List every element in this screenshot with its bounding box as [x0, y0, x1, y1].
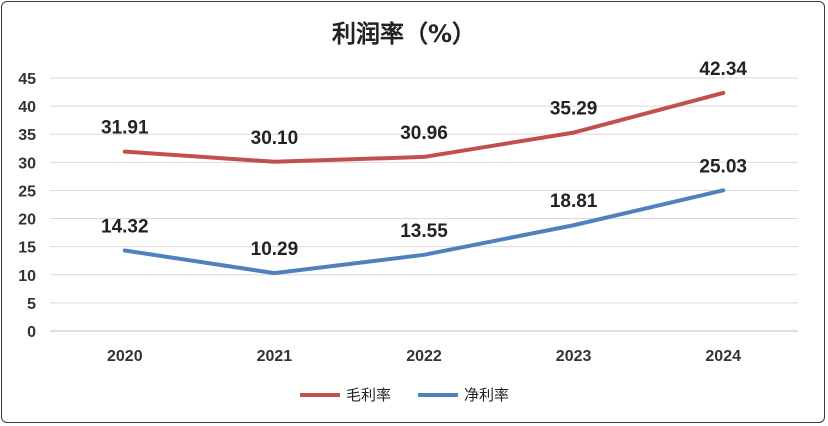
- x-axis-ticks: 2020 2021 2022 2023 2024: [107, 348, 741, 365]
- data-label: 13.55: [400, 221, 448, 242]
- chart-title: 利润率（%）: [332, 20, 476, 48]
- x-tick-label: 2022: [406, 348, 442, 365]
- data-label: 18.81: [550, 191, 598, 212]
- y-tick-label: 45: [18, 71, 36, 88]
- y-tick-label: 0: [27, 324, 36, 341]
- gridlines: [50, 77, 798, 332]
- y-tick-label: 10: [18, 268, 36, 285]
- y-tick-label: 35: [18, 127, 36, 144]
- legend-label: 净利率: [464, 386, 509, 404]
- legend-label: 毛利率: [346, 386, 391, 404]
- x-tick-label: 2020: [107, 348, 143, 365]
- y-tick-label: 15: [18, 240, 36, 257]
- y-tick-label: 20: [18, 212, 36, 229]
- data-label: 30.96: [400, 123, 448, 144]
- data-label: 10.29: [251, 239, 299, 260]
- series-lines: [122, 90, 726, 276]
- y-tick-label: 30: [18, 155, 36, 172]
- y-tick-label: 25: [18, 183, 36, 200]
- data-label: 35.29: [550, 99, 598, 120]
- data-label: 31.91: [101, 118, 149, 139]
- data-label: 14.32: [101, 216, 149, 237]
- x-tick-label: 2024: [705, 348, 741, 365]
- y-tick-label: 40: [18, 99, 36, 116]
- data-label: 25.03: [699, 156, 747, 177]
- data-label: 30.10: [251, 128, 299, 149]
- data-labels: 31.91 30.10 30.96 35.29 42.34 14.32 10.29 13.55…: [101, 59, 747, 260]
- x-tick-label: 2023: [556, 348, 592, 365]
- x-tick-label: 2021: [257, 348, 293, 365]
- data-label: 42.34: [699, 59, 747, 80]
- legend: 毛利率 净利率: [300, 386, 509, 404]
- y-axis-ticks: 0 5 10 15 20 25 30 35 40 45: [18, 71, 36, 341]
- y-tick-label: 5: [27, 296, 36, 313]
